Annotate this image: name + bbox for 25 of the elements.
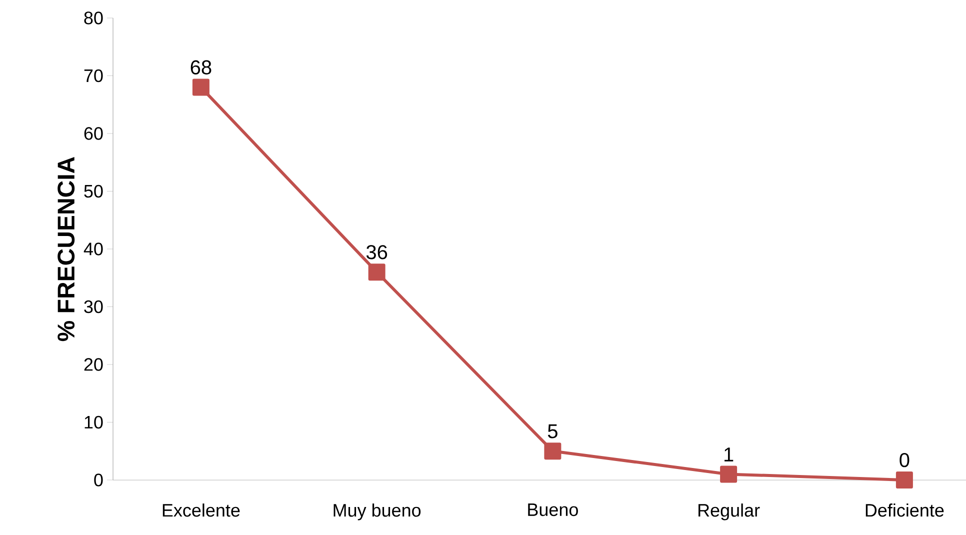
x-tick-label: Deficiente <box>866 504 944 517</box>
x-tick-label: Excelente <box>162 504 240 517</box>
point <box>544 442 562 460</box>
point <box>192 78 210 96</box>
y-axis-title: % FRECUENCIA <box>58 156 75 342</box>
y-tick-label: 0 <box>94 474 103 486</box>
point <box>368 264 386 281</box>
y-tick-label: 40 <box>84 242 103 256</box>
x-tick-label: Muy bueno <box>334 504 421 520</box>
y-tick-label: 80 <box>84 12 103 24</box>
point <box>720 466 738 483</box>
point <box>896 471 913 488</box>
data-label: 36 <box>366 245 388 260</box>
y-tick-label: 10 <box>84 416 103 429</box>
data-label: 0 <box>900 453 910 468</box>
data-label: 5 <box>548 424 558 438</box>
x-tick-label: Bueno <box>528 504 578 516</box>
x-tick-label: Regular <box>698 504 760 520</box>
data-label: 1 <box>724 448 734 462</box>
y-tick-label: 70 <box>84 69 103 82</box>
y-tick-label: 50 <box>84 184 103 198</box>
y-tick-label: 20 <box>84 358 103 371</box>
y-tick-label: 60 <box>84 127 103 140</box>
data-label: 68 <box>190 60 212 74</box>
y-tick-label: 30 <box>84 300 103 314</box>
